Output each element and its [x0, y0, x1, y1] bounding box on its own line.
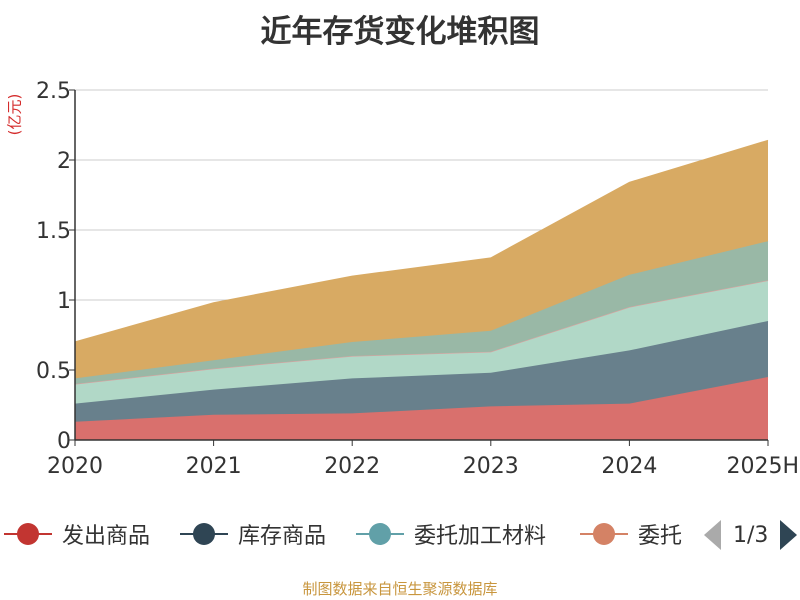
legend-label: 库存商品: [238, 524, 327, 549]
legend-dot: [593, 523, 615, 545]
legend-label: 委托加工材料: [414, 524, 547, 549]
legend-item-consigned-materials[interactable]: 委托加工材料: [356, 515, 546, 553]
area-series-5: [75, 140, 768, 379]
stacked-area-chart: 0 0.5 1 1.5 2 2.5 2020 2021 2022 2023 2024 2025H: [36, 79, 799, 479]
y-tick-label: 1: [57, 289, 71, 314]
legend-page-indicator: 1/3: [733, 522, 769, 548]
area-series-0: [75, 377, 768, 440]
x-tick-label: 2023: [463, 454, 519, 479]
legend-item-consigned[interactable]: 委托: [580, 515, 682, 553]
legend-dot: [17, 523, 39, 545]
legend-prev-page-icon[interactable]: [704, 520, 721, 550]
y-tick-label: 2: [57, 149, 71, 174]
x-tick-label: 2020: [47, 454, 103, 479]
data-source-note: 制图数据来自恒生聚源数据库: [302, 580, 498, 598]
chart-title: 近年存货变化堆积图: [260, 14, 540, 50]
legend-dot: [193, 523, 215, 545]
area-series-1: [75, 321, 768, 422]
legend-label: 发出商品: [62, 524, 151, 549]
legend-marker-icon: [580, 515, 628, 553]
x-tick-label: 2021: [186, 454, 242, 479]
y-tick-label: 2.5: [36, 79, 71, 104]
y-tick-label: 0.5: [36, 359, 71, 384]
legend-item-shipped-goods[interactable]: 发出商品: [4, 515, 150, 553]
legend-marker-icon: [356, 515, 404, 553]
legend-marker-icon: [180, 515, 228, 553]
area-series-2: [75, 280, 768, 404]
x-tick-label: 2024: [601, 454, 657, 479]
legend-label: 委托: [638, 524, 683, 549]
area-edge-line-5: [74, 139, 769, 343]
legend-next-page-icon[interactable]: [780, 520, 798, 550]
x-tick-label: 2022: [324, 454, 380, 479]
legend: 发出商品 库存商品 委托加工材料 委托: [0, 515, 800, 555]
legend-marker-icon: [4, 515, 52, 553]
y-tick-label: 1.5: [36, 219, 71, 244]
legend-pager: 1/3: [700, 515, 800, 555]
legend-dot: [369, 523, 391, 545]
x-tick-label: 2025H: [726, 454, 799, 479]
legend-item-inventory-goods[interactable]: 库存商品: [180, 515, 326, 553]
y-tick-label: 0: [57, 429, 71, 454]
